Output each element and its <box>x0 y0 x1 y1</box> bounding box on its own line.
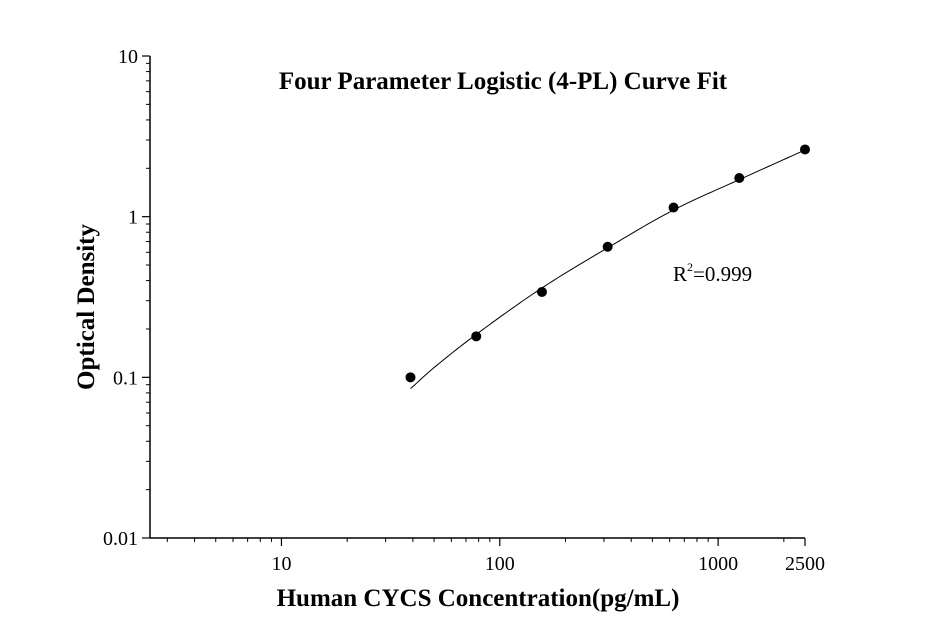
data-point <box>602 241 613 252</box>
r-squared-value: =0.999 <box>693 262 752 286</box>
x-tick-label: 2500 <box>785 553 825 575</box>
chart-title: Four Parameter Logistic (4-PL) Curve Fit <box>279 68 728 95</box>
data-point <box>405 372 416 383</box>
data-point <box>536 286 547 297</box>
y-tick-label: 1 <box>128 207 138 229</box>
y-axis-ticks: 0.01 0.1 1 10 <box>103 46 150 550</box>
y-tick-label: 0.01 <box>103 528 138 550</box>
data-point <box>668 202 679 213</box>
x-axis-ticks: 10 100 1000 2500 <box>166 538 825 575</box>
y-axis-label: Optical Density <box>73 224 100 390</box>
data-point <box>471 331 482 342</box>
y-tick-label: 10 <box>118 46 138 68</box>
x-tick-label: 1000 <box>698 553 738 575</box>
x-tick-label: 10 <box>271 553 291 575</box>
data-point <box>734 173 745 184</box>
data-point <box>800 144 810 155</box>
r-squared-base: R <box>673 262 687 286</box>
y-tick-label: 0.1 <box>113 367 138 389</box>
data-points-layer <box>405 144 810 383</box>
x-tick-label: 100 <box>485 553 515 575</box>
r-squared-superscript: 2 <box>687 260 693 274</box>
r-squared-annotation: R2=0.999 <box>673 260 752 286</box>
x-axis-label: Human CYCS Concentration(pg/mL) <box>277 585 680 612</box>
